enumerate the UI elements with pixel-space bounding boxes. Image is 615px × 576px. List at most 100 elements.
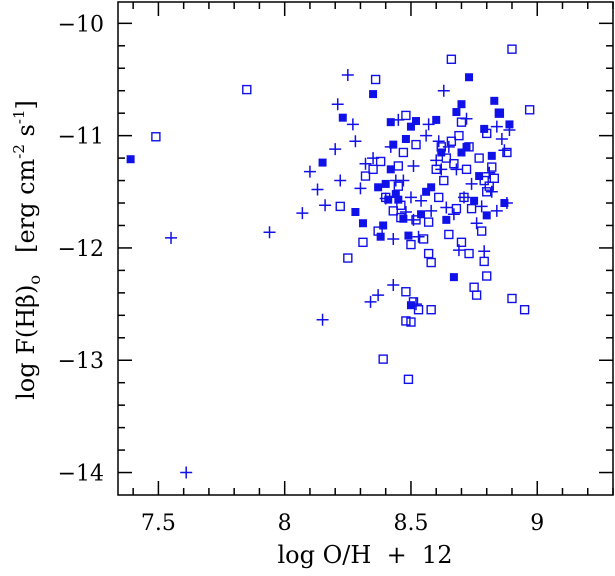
x-tick-label: 8.5	[393, 511, 428, 536]
plus-point	[447, 208, 460, 221]
open-square-point	[406, 317, 416, 327]
open-square-point	[411, 139, 421, 150]
filled-square-point	[457, 148, 466, 157]
plus-point	[490, 204, 503, 217]
filled-square-point	[369, 90, 378, 99]
plus-point	[422, 118, 435, 131]
open-square-point	[461, 164, 472, 175]
open-square-point	[471, 290, 482, 300]
filled-square-point	[437, 148, 446, 157]
filled-square-point	[470, 196, 479, 205]
plus-point	[341, 68, 354, 81]
plus-point	[483, 166, 496, 179]
filled-square-point	[374, 183, 383, 192]
plus-point	[475, 200, 488, 213]
plus-point	[349, 135, 362, 148]
filled-square-point	[490, 96, 499, 105]
open-square-point	[519, 305, 530, 315]
filled-square-point	[432, 115, 441, 124]
filled-square-point	[452, 108, 461, 117]
filled-square-point	[376, 232, 385, 241]
open-square-point	[426, 305, 436, 315]
plus-point	[442, 140, 455, 153]
plus-point	[415, 194, 428, 207]
filled-square-point	[399, 214, 408, 223]
y-tick-labels: −14 −13 −12 −11 −10	[58, 12, 104, 486]
plus-point	[387, 232, 400, 245]
open-square-point	[446, 136, 457, 146]
open-square-point	[375, 156, 386, 167]
plus-point	[430, 154, 443, 167]
filled-square-point	[389, 140, 398, 149]
open-square-point	[401, 316, 411, 326]
open-square-point	[507, 44, 517, 54]
plus-point	[384, 140, 397, 153]
filled-square-point	[422, 187, 431, 196]
plus-point	[387, 278, 400, 291]
filled-square-point	[457, 100, 466, 109]
open-square-point	[396, 200, 406, 210]
open-square-point	[489, 173, 500, 184]
plus-point	[331, 98, 344, 111]
open-square-point	[335, 201, 345, 212]
open-square-point	[469, 282, 479, 292]
filled-square-point	[391, 190, 400, 199]
y-axis-label-units3: ]	[12, 100, 40, 109]
plus-point	[364, 295, 377, 308]
plus-point	[296, 207, 309, 220]
plus-point	[346, 118, 359, 131]
filled-square-point	[487, 151, 496, 160]
y-axis-label-units2: s	[12, 124, 40, 144]
open-square-point	[502, 147, 512, 158]
plus-point	[465, 177, 478, 190]
filled-square-point	[412, 117, 421, 126]
x-tick-label: 9	[530, 511, 544, 536]
open-square-point	[434, 192, 444, 203]
plus-point	[460, 112, 473, 125]
y-axis-label: log F(Hβ)o [erg cm-2 s-1]	[10, 100, 44, 400]
open-square-point	[401, 287, 411, 297]
plus-point	[450, 163, 463, 176]
filled-square-point	[358, 219, 367, 228]
plus-point	[407, 213, 420, 226]
open-square-point	[479, 256, 489, 267]
filled-square-point	[482, 211, 491, 220]
plus-point	[354, 182, 367, 195]
axis-ticks	[118, 2, 614, 495]
plus-point	[334, 174, 347, 187]
plus-point	[397, 174, 410, 187]
open-square-point	[482, 128, 492, 139]
filled-square-point	[462, 142, 471, 151]
plus-point	[316, 313, 329, 326]
plus-point	[490, 120, 503, 133]
plus-point	[500, 197, 513, 210]
filled-square-point	[384, 195, 393, 204]
plus-point	[498, 144, 511, 157]
plus-point	[503, 124, 516, 137]
open-square-point	[474, 153, 484, 163]
y-axis-label-main: log F(Hβ)	[12, 285, 40, 400]
filled-square-point	[386, 165, 395, 174]
plus-point	[329, 143, 342, 156]
open-square-point	[479, 175, 489, 186]
open-square-point	[464, 248, 474, 259]
plus-point	[399, 206, 412, 219]
plus-point	[165, 231, 178, 244]
open-square-point	[456, 237, 467, 248]
open-square-point	[401, 110, 411, 121]
filled-square-point	[406, 122, 415, 131]
filled-square-point	[475, 172, 484, 181]
filled-square-point	[351, 208, 360, 217]
plus-point	[440, 201, 453, 214]
plus-point	[412, 230, 425, 243]
plus-point	[435, 163, 448, 176]
filled-square-point	[427, 183, 436, 192]
filled-square-point	[401, 135, 410, 144]
x-tick-labels: 7.5 8 8.5 9	[141, 511, 544, 536]
y-tick-label: −10	[58, 12, 104, 37]
open-square-point	[449, 159, 459, 169]
open-square-point	[343, 253, 353, 263]
open-square-point	[406, 239, 416, 250]
open-square-point	[418, 234, 429, 244]
x-tick-label: 7.5	[141, 511, 176, 536]
